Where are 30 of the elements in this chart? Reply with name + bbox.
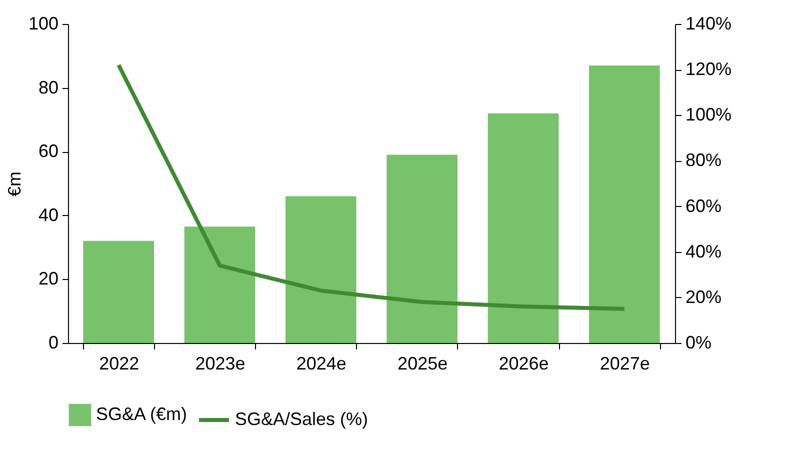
y-tick-label: 100 [28, 14, 58, 34]
x-tick-label: 2024e [296, 354, 346, 374]
y-tick-label: 60 [38, 141, 58, 162]
y2-tick-label: 40% [686, 241, 722, 262]
x-tick-label: 2022 [99, 354, 140, 374]
y-tick-label: 0 [48, 332, 58, 352]
y2-tick-label: 140% [686, 14, 732, 34]
bar [589, 65, 660, 343]
bar [386, 154, 458, 343]
bar [184, 226, 256, 343]
y2-tick-label: 120% [686, 59, 732, 80]
legend-label: SG&A (€m) [96, 404, 188, 424]
x-tick-label: 2023e [195, 354, 246, 374]
x-tick-label: 2026e [498, 354, 549, 374]
legend-label: SG&A/Sales (%) [235, 409, 368, 429]
y-tick-label: 20 [38, 268, 58, 289]
y2-tick-label: 20% [686, 286, 722, 307]
bar [286, 196, 356, 343]
x-tick-label: 2027e [600, 354, 650, 374]
y2-tick-label: 60% [686, 196, 722, 216]
y2-tick-label: 80% [686, 150, 722, 170]
line-series [116, 63, 626, 311]
bar [83, 240, 154, 343]
bar [488, 113, 559, 343]
y-axis-title: €m [4, 171, 24, 197]
y2-tick-label: 100% [686, 104, 732, 125]
y-tick-label: 80 [38, 77, 58, 98]
y2-tick-label: 0% [686, 332, 712, 352]
y-tick-label: 40 [38, 204, 58, 225]
x-tick-label: 2025e [398, 354, 448, 374]
